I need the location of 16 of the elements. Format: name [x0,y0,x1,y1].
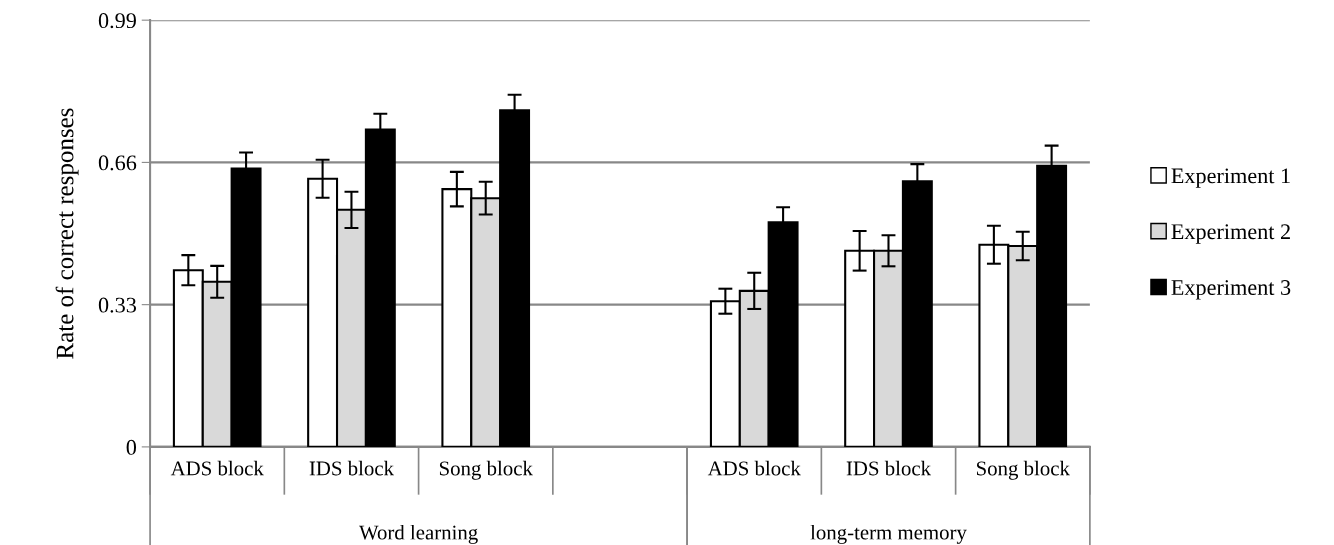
legend-label: Experiment 2 [1171,224,1290,244]
legend-label: Experiment 1 [1171,168,1290,188]
y-tick-label: 0 [126,439,137,455]
x-tick-label: IDS block [309,460,394,476]
x-tick-label: IDS block [846,460,932,476]
text: long-term memory [810,524,967,544]
x-tick-label: Song block [976,460,1070,480]
legend-label: Experiment 3 [1171,280,1291,300]
y-axis-title: Rate of correct responses [55,108,79,359]
text: Word learning [358,524,478,544]
y-tick-label: 0.99 [98,13,136,29]
y-tick-label: 0.66 [98,155,137,171]
x-tick-label: ADS block [707,460,801,476]
x-tick-label: Song block [439,460,533,480]
y-tick-label: 0.33 [98,297,137,313]
x-tick-label: ADS block [170,460,264,476]
